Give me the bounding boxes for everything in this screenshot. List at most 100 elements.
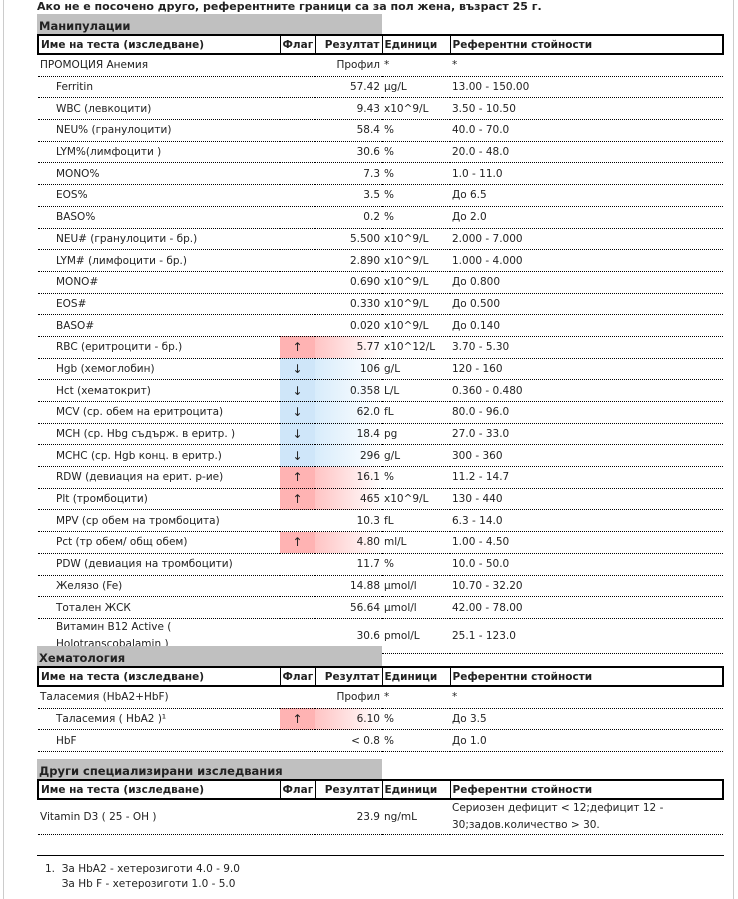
test-name: BASO# bbox=[38, 314, 280, 337]
result-value: 6.10 bbox=[315, 708, 382, 731]
flag-cell: ↑ bbox=[280, 466, 315, 489]
units: x10^9/L bbox=[382, 293, 450, 316]
results-table: Име на теста (изследване) Флаг Резултат … bbox=[37, 779, 724, 835]
test-name: Pct (тр обем/ общ обем) bbox=[38, 531, 280, 554]
reference-range: 10.0 - 50.0 bbox=[450, 553, 723, 576]
col-flag: Флаг bbox=[279, 666, 316, 687]
result-value: 0.690 bbox=[315, 271, 382, 294]
flag-cell bbox=[280, 97, 315, 121]
units: ml/L bbox=[382, 531, 450, 554]
table-row: RBC (еритроцити - бр.) ↑ 5.77 x10^12/L 3… bbox=[38, 336, 723, 359]
units: * bbox=[382, 686, 450, 709]
reference-range: 3.70 - 5.30 bbox=[450, 336, 723, 359]
col-name: Име на теста (изследване) bbox=[37, 779, 281, 800]
flag-cell bbox=[280, 596, 315, 619]
reference-range: До 0.500 bbox=[450, 293, 723, 316]
units: x10^12/L bbox=[382, 336, 450, 359]
table-row: Ferritin 57.42 µg/L 13.00 - 150.00 bbox=[38, 76, 723, 99]
table-row: RDW (девиация на ерит. р-ие) ↑ 16.1 % 11… bbox=[38, 466, 723, 489]
footnotes: 1. За HbA2 - хетерозиготи 4.0 - 9.0 За H… bbox=[37, 855, 724, 891]
flag-cell: ↓ bbox=[280, 444, 315, 468]
units: x10^9/L bbox=[382, 249, 450, 272]
result-value: 58.4 bbox=[315, 119, 382, 142]
flag-cell bbox=[280, 249, 315, 272]
flag-cell bbox=[280, 314, 315, 337]
units: x10^9/L bbox=[382, 97, 450, 121]
col-result: Резултат bbox=[314, 666, 383, 687]
flag-cell bbox=[280, 575, 315, 598]
flag-cell bbox=[280, 119, 315, 142]
result-value: 9.43 bbox=[315, 97, 382, 121]
test-name: Таласемия (HbA2+HbF) bbox=[38, 686, 280, 709]
reference-range: До 6.5 bbox=[450, 184, 723, 207]
units: % bbox=[382, 206, 450, 229]
result-value: 62.0 bbox=[315, 401, 382, 424]
result-value: 3.5 bbox=[315, 184, 382, 207]
reference-range: 10.70 - 32.20 bbox=[450, 575, 723, 598]
arrow-up-icon: ↑ bbox=[292, 492, 303, 507]
result-value: 7.3 bbox=[315, 162, 382, 186]
test-name: BASO% bbox=[38, 206, 280, 229]
arrow-down-icon: ↓ bbox=[292, 448, 303, 463]
units: % bbox=[382, 466, 450, 489]
flag-cell: ↓ bbox=[280, 423, 315, 446]
reference-range: 0.360 - 0.480 bbox=[450, 379, 723, 402]
result-value: 4.80 bbox=[315, 531, 382, 554]
flag-cell bbox=[280, 54, 315, 77]
result-value: 18.4 bbox=[315, 423, 382, 446]
reference-range: 2.000 - 7.000 bbox=[450, 228, 723, 251]
reference-range: Сериозен дефицит < 12;дефицит 12 - 30;за… bbox=[450, 799, 723, 835]
units: L/L bbox=[382, 379, 450, 402]
flag-cell: ↓ bbox=[280, 401, 315, 424]
test-name: Тотален ЖСК bbox=[38, 596, 280, 619]
table-row: Таласемия ( HbA2 )¹ ↑ 6.10 % До 3.5 bbox=[38, 708, 723, 731]
units: fL bbox=[382, 509, 450, 533]
test-name: PDW (девиация на тромбоцити) bbox=[38, 553, 280, 576]
test-name: Vitamin D3 ( 25 - OH ) bbox=[38, 799, 280, 835]
flag-cell bbox=[280, 509, 315, 533]
units: g/L bbox=[382, 444, 450, 468]
flag-cell bbox=[280, 76, 315, 99]
arrow-down-icon: ↓ bbox=[292, 361, 303, 376]
section-manipulations: Манипулации Име на теста (изследване) Фл… bbox=[37, 14, 724, 654]
test-name: NEU# (гранулоцити - бр.) bbox=[38, 228, 280, 251]
test-name: ПРОМОЦИЯ Анемия bbox=[38, 54, 280, 77]
test-name: Hgb (хемоглобин) bbox=[38, 358, 280, 381]
units: % bbox=[382, 162, 450, 186]
result-value: Профил bbox=[315, 54, 382, 77]
col-ref: Референтни стойности bbox=[449, 666, 724, 687]
test-name: HbF bbox=[38, 729, 280, 753]
reference-range: 27.0 - 33.0 bbox=[450, 423, 723, 446]
reference-range: * bbox=[450, 54, 723, 77]
reference-range: 13.00 - 150.00 bbox=[450, 76, 723, 99]
col-units: Единици bbox=[381, 666, 451, 687]
result-value: 0.020 bbox=[315, 314, 382, 337]
flag-cell bbox=[280, 553, 315, 576]
test-name: RBC (еритроцити - бр.) bbox=[38, 336, 280, 359]
units: ng/mL bbox=[382, 799, 450, 835]
units: µmol/l bbox=[382, 575, 450, 598]
arrow-up-icon: ↑ bbox=[292, 340, 303, 355]
col-units: Единици bbox=[381, 34, 451, 55]
table-row: Таласемия (HbA2+HbF) Профил * * bbox=[38, 686, 723, 709]
test-name: MCH (ср. Hbg съдърж. в еритр. ) bbox=[38, 423, 280, 446]
test-name: LYM# (лимфоцити - бр.) bbox=[38, 249, 280, 272]
arrow-up-icon: ↑ bbox=[292, 535, 303, 550]
result-value: 30.6 bbox=[315, 141, 382, 164]
arrow-down-icon: ↓ bbox=[292, 383, 303, 398]
reference-note: Ако не е посочено друго, референтните гр… bbox=[37, 0, 542, 13]
reference-range: 120 - 160 bbox=[450, 358, 723, 381]
table-row: WBC (левкоцити) 9.43 x10^9/L 3.50 - 10.5… bbox=[38, 97, 723, 121]
table-header: Име на теста (изследване) Флаг Резултат … bbox=[37, 34, 724, 55]
table-row: Желязо (Fe) 14.88 µmol/l 10.70 - 32.20 bbox=[38, 575, 723, 598]
result-value: 0.2 bbox=[315, 206, 382, 229]
reference-range: До 2.0 bbox=[450, 206, 723, 229]
test-name: MONO% bbox=[38, 162, 280, 186]
table-row: Тотален ЖСК 56.64 µmol/l 42.00 - 78.00 bbox=[38, 596, 723, 619]
flag-cell: ↓ bbox=[280, 379, 315, 402]
test-name: MCV (ср. обем на еритроцита) bbox=[38, 401, 280, 424]
test-name: Plt (тромбоцити) bbox=[38, 488, 280, 511]
flag-cell bbox=[280, 206, 315, 229]
flag-cell bbox=[280, 293, 315, 316]
result-value: 11.7 bbox=[315, 553, 382, 576]
